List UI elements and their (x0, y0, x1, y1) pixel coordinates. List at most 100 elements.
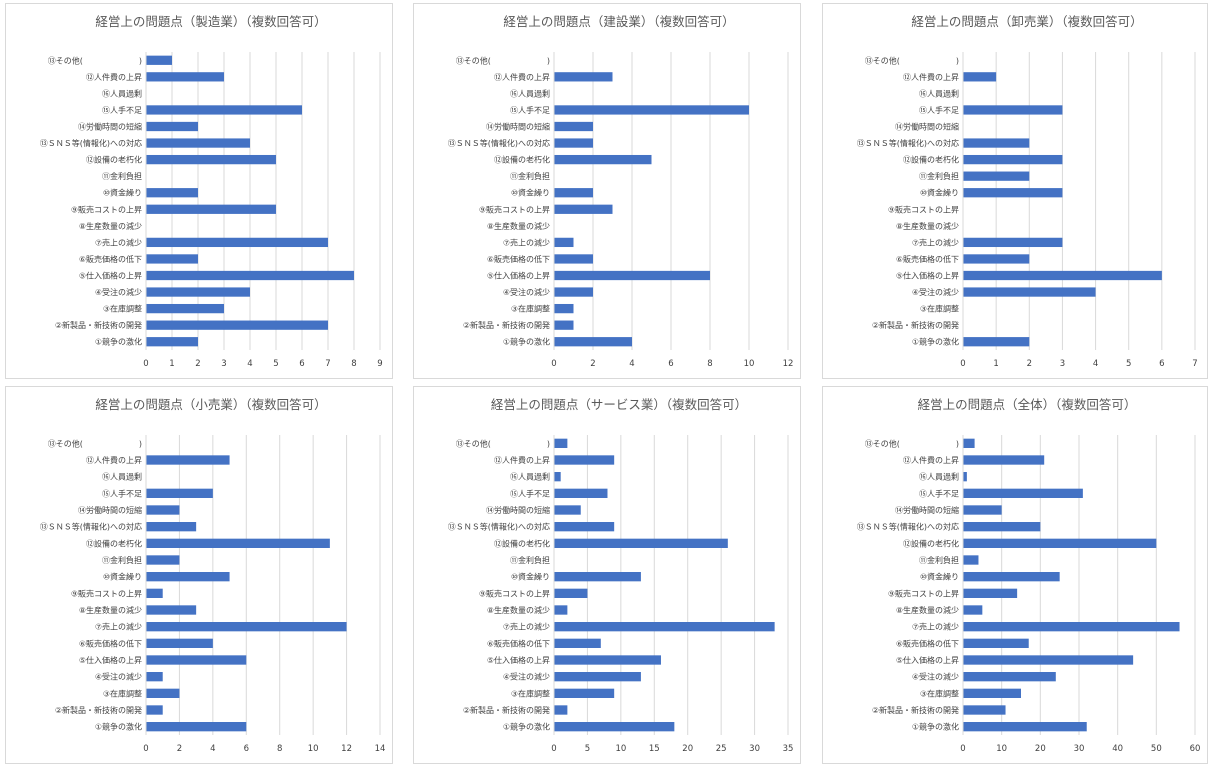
x-tick-label: 8 (707, 359, 712, 369)
chart-panel-wholesale: 経営上の問題点（卸売業）（複数回答可） 0 1 2 3 4 5 6 7 ⑬その他( ) ⑫人件費の上… (822, 3, 1208, 379)
bar (554, 705, 568, 715)
category-label: ⑥販売価格の低下 (896, 254, 959, 264)
category-label: ⑬その他( ) (48, 55, 142, 65)
category-label: ④受注の減少 (912, 672, 959, 682)
x-tick-label: 3 (221, 359, 226, 369)
bar (963, 171, 1030, 181)
category-label: ⑮人手不足 (919, 105, 959, 115)
category-label: ⑨販売コストの上昇 (479, 588, 550, 598)
bar (146, 188, 198, 198)
x-tick-label: 6 (1159, 359, 1164, 369)
category-label: ②新製品・新技術の開発 (55, 705, 142, 715)
bar (554, 488, 608, 498)
category-label: ⑦売上の減少 (95, 237, 142, 247)
x-tick-label: 1 (169, 359, 174, 369)
x-tick-label: 5 (273, 359, 278, 369)
bar (146, 105, 302, 115)
bar (554, 472, 561, 482)
category-label: ⑨販売コストの上昇 (888, 588, 959, 598)
bar (963, 522, 1041, 532)
bar (146, 538, 330, 548)
x-tick-label: 1 (993, 359, 998, 369)
x-tick-label: 0 (143, 359, 148, 369)
x-tick-label: 30 (1074, 744, 1085, 754)
bar (554, 672, 641, 682)
bar (146, 320, 328, 330)
bar (146, 121, 198, 132)
bar (554, 622, 775, 632)
category-label: ⑫人件費の上昇 (494, 455, 550, 465)
chart-panel-construction: 経営上の問題点（建設業）（複数回答可） 0 2 4 6 8 10 12 ⑬その他( ) ⑫人件費の… (413, 3, 801, 379)
category-label: ⑧生産数量の減少 (487, 605, 550, 615)
bar (963, 538, 1157, 548)
chart-svg: 経営上の問題点（小売業）（複数回答可） 0 2 4 6 8 10 12 14 ⑬その他( ) ⑫人件… (40, 397, 386, 754)
chart-title: 経営上の問題点（サービス業）（複数回答可） (491, 397, 747, 412)
bar (963, 138, 1030, 148)
category-label: ①競争の激化 (503, 337, 550, 347)
category-label: ①競争の激化 (95, 722, 142, 732)
bar (963, 455, 1045, 465)
category-label: ⑬ＳＮＳ等(情報化)への対応 (448, 522, 550, 532)
category-label: ⑬ＳＮＳ等(情報化)への対応 (857, 138, 959, 148)
bar (963, 505, 1002, 515)
category-label: ⑩資金繰り (920, 572, 959, 582)
category-label: ③在庫調整 (103, 304, 142, 314)
bar (963, 154, 1063, 165)
x-tick-label: 10 (744, 359, 755, 369)
category-label: ⑭労働時間の短縮 (78, 122, 142, 132)
category-label: ③在庫調整 (511, 688, 550, 698)
chart-title: 経営上の問題点（全体）（複数回答可） (918, 397, 1137, 412)
bar (146, 72, 224, 82)
bar (146, 455, 230, 465)
chart-panel-retail: 経営上の問題点（小売業）（複数回答可） 0 2 4 6 8 10 12 14 ⑬その他( ) ⑫人件… (5, 386, 393, 764)
bar (146, 605, 197, 615)
category-label: ⑥販売価格の低下 (79, 254, 142, 264)
category-label: ⑩資金繰り (511, 572, 550, 582)
category-label: ⑦売上の減少 (912, 237, 959, 247)
category-label: ③在庫調整 (920, 304, 959, 314)
bar (146, 254, 198, 264)
x-tick-label: 12 (783, 359, 794, 369)
category-label: ⑬その他( ) (865, 438, 959, 448)
x-tick-label: 20 (682, 744, 693, 754)
category-label: ②新製品・新技術の開発 (872, 705, 959, 715)
bar (963, 638, 1029, 648)
bar (963, 555, 979, 565)
category-label: ⑪金利負担 (919, 171, 959, 181)
x-tick-label: 50 (1151, 744, 1162, 754)
bar (554, 121, 593, 132)
bar (146, 154, 276, 165)
chart-title: 経営上の問題点（製造業）（複数回答可） (95, 14, 326, 29)
category-label: ②新製品・新技術の開発 (872, 320, 959, 330)
bar (554, 722, 675, 732)
category-label: ⑦売上の減少 (912, 622, 959, 632)
bar (146, 522, 197, 532)
category-label: ⑫設備の老朽化 (494, 155, 550, 165)
category-label: ⑤仕入価格の上昇 (79, 271, 142, 281)
bar (146, 204, 276, 214)
chart-title: 経営上の問題点（小売業）（複数回答可） (95, 397, 326, 412)
category-label: ⑥販売価格の低下 (487, 254, 550, 264)
x-tick-label: 10 (615, 744, 626, 754)
bar (963, 105, 1063, 115)
bar (146, 270, 354, 281)
x-tick-label: 20 (1035, 744, 1046, 754)
bar (963, 622, 1180, 632)
bar (963, 72, 997, 82)
bar (963, 722, 1087, 732)
chart-svg: 経営上の問題点（サービス業）（複数回答可） 0 5 10 15 20 25 30 35 ⑬その他(… (448, 397, 794, 754)
category-label: ⑨販売コストの上昇 (71, 204, 142, 214)
category-label: ⑫設備の老朽化 (903, 155, 959, 165)
x-tick-label: 2 (177, 744, 182, 754)
bar (963, 438, 975, 448)
x-tick-label: 0 (551, 744, 556, 754)
bar (146, 488, 213, 498)
bar (963, 688, 1021, 698)
x-tick-label: 0 (143, 744, 148, 754)
bar (554, 438, 568, 448)
category-label: ⑨販売コストの上昇 (888, 204, 959, 214)
x-tick-label: 30 (749, 744, 760, 754)
x-tick-label: 0 (960, 744, 965, 754)
bar (146, 572, 230, 582)
bar (554, 72, 613, 82)
